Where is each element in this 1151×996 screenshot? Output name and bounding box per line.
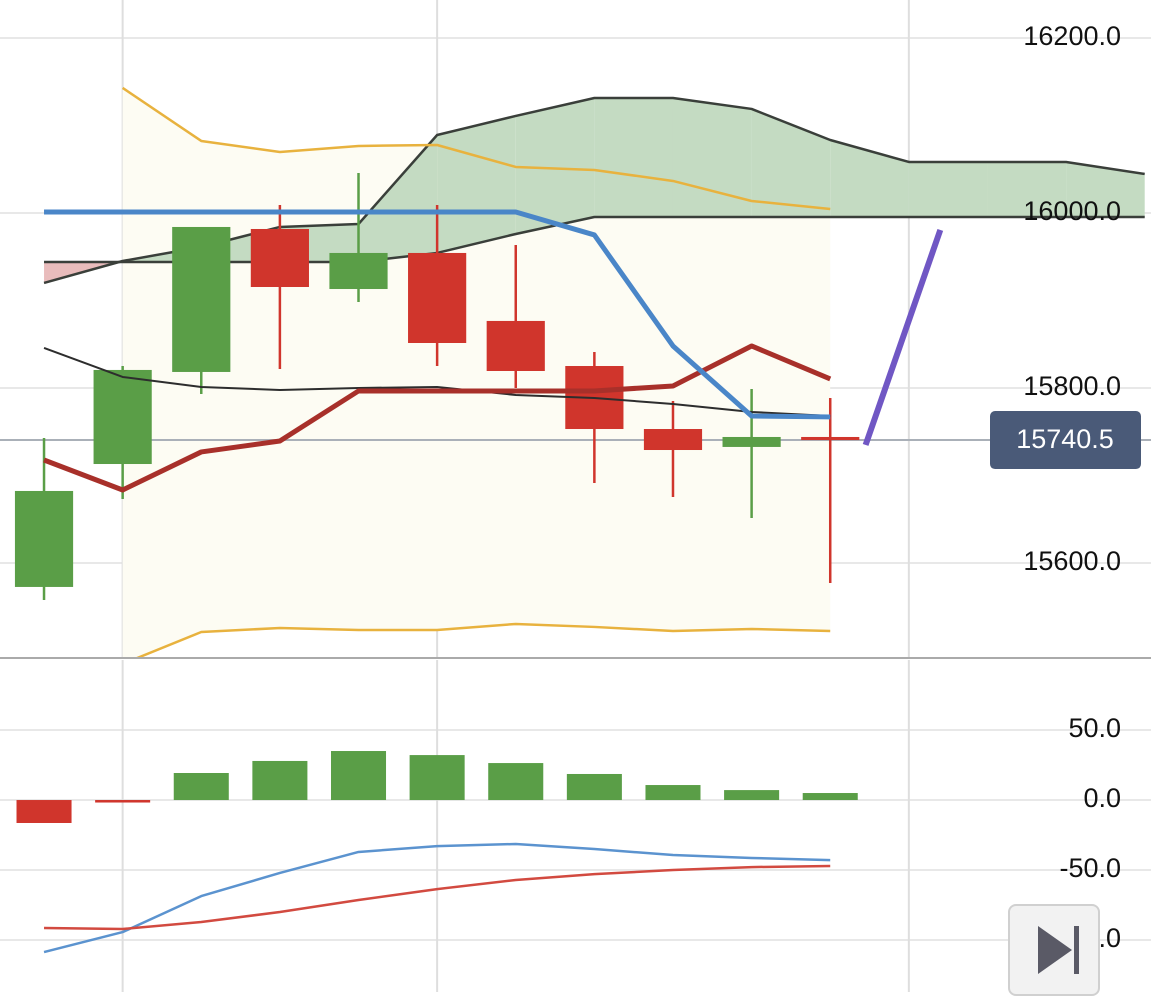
cloud-fill [1066, 161, 1145, 217]
band-upper [121, 86, 831, 211]
histogram-bar [488, 763, 544, 801]
candle-body [93, 369, 152, 465]
histogram-bar [566, 773, 622, 801]
end-bar-icon [1074, 926, 1079, 974]
histogram-bar [802, 793, 858, 801]
y-tick-label: 50.0 [1068, 713, 1121, 743]
candle-body [801, 436, 860, 441]
candle-body [250, 228, 309, 287]
y-tick-label: 0.0 [1083, 783, 1121, 813]
macd-line [43, 842, 831, 954]
cloud-fill [672, 98, 752, 217]
candle-body [14, 490, 74, 587]
candle-body [722, 436, 781, 447]
forecast-line [862, 228, 944, 446]
histogram-bar [330, 751, 387, 801]
scroll-to-end-button[interactable] [1008, 904, 1100, 996]
cloud-fill [751, 108, 831, 217]
button-icon [1038, 926, 1079, 974]
band-lower [133, 622, 831, 658]
last-price-box [990, 411, 1141, 470]
last-price-label: 15740.5 [1016, 424, 1114, 454]
cloud-fill [358, 135, 438, 262]
histogram-bar [724, 790, 780, 801]
y-tick-label: 16200.0 [1023, 21, 1121, 51]
y-tick-label: 16000.0 [1023, 196, 1121, 226]
indicator-line [44, 209, 831, 420]
macd-panel [0, 660, 1151, 992]
cloud-fill [987, 161, 1067, 217]
indicator-line [43, 347, 831, 417]
cloud-fill [437, 115, 516, 253]
y-tick-label: 15800.0 [1023, 371, 1121, 401]
candle-body [486, 320, 545, 371]
histogram-bar [252, 760, 308, 801]
cloud-fill [830, 140, 909, 217]
macd-line [44, 864, 831, 931]
candle-body [329, 252, 388, 290]
play-icon [1038, 926, 1072, 974]
candle-body [408, 252, 467, 343]
histogram-bar [409, 755, 465, 801]
cloud-fill [594, 98, 673, 217]
cloud-fill [908, 161, 988, 217]
cloud-fill [515, 98, 595, 234]
price-panel [0, 0, 1151, 658]
histogram-bar [95, 800, 151, 803]
histogram-bar [16, 800, 72, 823]
candle-body [643, 429, 703, 451]
y-tick-label: -50.0 [1059, 853, 1121, 883]
candle-body [172, 226, 231, 372]
histogram-bar [645, 785, 701, 801]
histogram-bar [173, 773, 229, 801]
y-tick-label: 15600.0 [1023, 546, 1121, 576]
